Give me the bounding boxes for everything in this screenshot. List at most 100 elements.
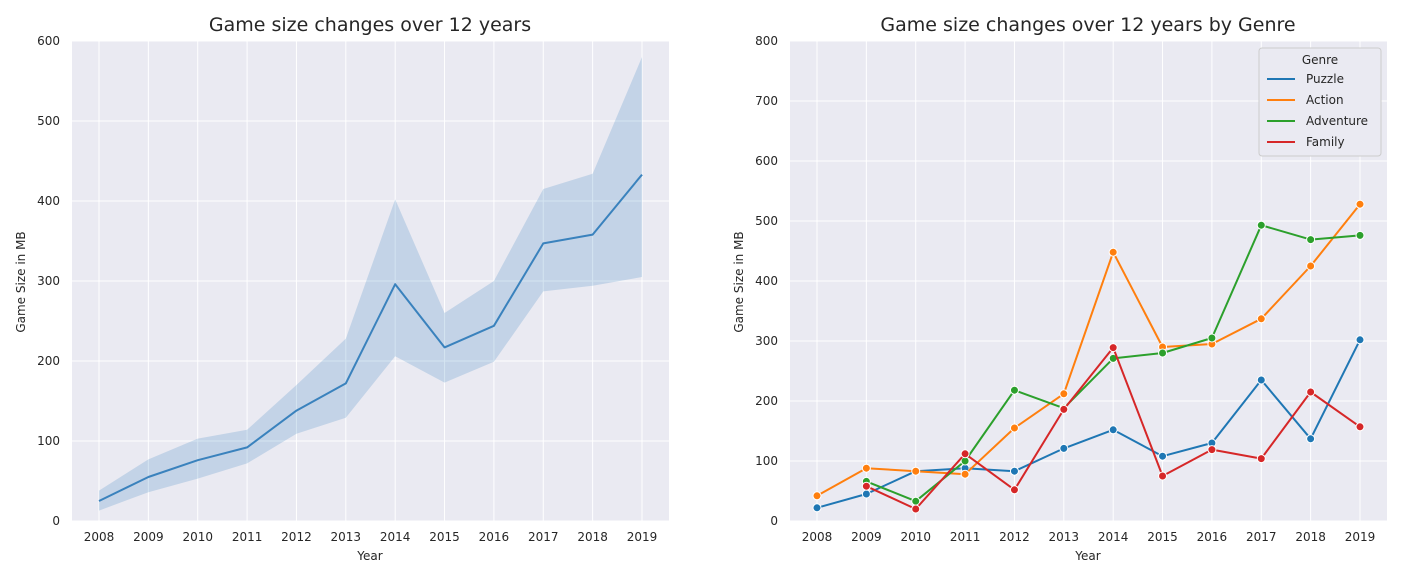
x-tick-label: 2013 xyxy=(1049,530,1080,544)
y-tick-label: 500 xyxy=(37,114,60,128)
marks-left xyxy=(98,57,643,511)
data-point-family xyxy=(911,504,921,514)
data-point-family xyxy=(1306,387,1316,397)
x-tick-label: 2015 xyxy=(429,530,460,544)
data-point-action xyxy=(1306,261,1316,271)
data-point-puzzle xyxy=(861,489,871,499)
legend-label-puzzle: Puzzle xyxy=(1306,72,1344,86)
legend-title: Genre xyxy=(1302,53,1338,67)
data-point-action xyxy=(861,463,871,473)
data-point-adventure xyxy=(1306,235,1316,245)
data-point-family xyxy=(1207,445,1217,455)
data-point-puzzle xyxy=(1306,434,1316,444)
y-axis-label-left: Game Size in MB xyxy=(14,231,28,332)
y-tick-label: 100 xyxy=(37,434,60,448)
data-point-action xyxy=(960,469,970,479)
x-axis-label-right: Year xyxy=(1074,549,1100,563)
x-tick-label: 2011 xyxy=(232,530,263,544)
data-point-family xyxy=(1158,471,1168,481)
data-point-adventure xyxy=(911,496,921,506)
y-grid-right xyxy=(790,40,1387,522)
legend-label-adventure: Adventure xyxy=(1306,114,1368,128)
y-ticks-left: 0 100 200 300 400 500 600 xyxy=(37,34,60,528)
data-point-adventure xyxy=(1207,333,1217,343)
data-point-puzzle xyxy=(1256,375,1266,385)
series-line-puzzle xyxy=(816,339,1361,509)
data-point-adventure xyxy=(1158,348,1168,358)
data-point-action xyxy=(1256,314,1266,324)
y-grid-left xyxy=(72,40,669,522)
y-tick-label: 200 xyxy=(37,354,60,368)
chart-right: 2008 2009 2010 2011 2012 2013 2014 2015 2016 2017… xyxy=(732,14,1387,563)
legend-label-action: Action xyxy=(1306,93,1344,107)
y-axis-label-right: Game Size in MB xyxy=(732,231,746,332)
data-point-action xyxy=(1009,423,1019,433)
x-tick-label: 2018 xyxy=(1295,530,1326,544)
series-line-action xyxy=(816,203,1361,497)
x-tick-label: 2016 xyxy=(1197,530,1228,544)
data-point-action xyxy=(812,491,822,501)
x-ticks-right: 2008 2009 2010 2011 2012 2013 2014 2015 2016 2017… xyxy=(802,530,1376,544)
data-point-family xyxy=(1009,485,1019,495)
y-tick-label: 600 xyxy=(37,34,60,48)
x-tick-label: 2014 xyxy=(380,530,411,544)
y-tick-label: 400 xyxy=(755,274,778,288)
x-tick-label: 2013 xyxy=(331,530,362,544)
data-point-puzzle xyxy=(1355,335,1365,345)
data-point-family xyxy=(1108,343,1118,353)
data-point-adventure xyxy=(1009,385,1019,395)
data-point-family xyxy=(861,481,871,491)
data-point-puzzle xyxy=(812,503,822,513)
y-tick-label: 0 xyxy=(770,514,778,528)
data-point-action xyxy=(1059,389,1069,399)
y-tick-label: 300 xyxy=(755,334,778,348)
data-point-puzzle xyxy=(1009,466,1019,476)
data-point-puzzle xyxy=(1059,443,1069,453)
x-tick-label: 2016 xyxy=(479,530,510,544)
data-point-family xyxy=(960,449,970,459)
chart-left: 2008 2009 2010 2011 2012 2013 2014 2015 2016 2017… xyxy=(14,14,669,563)
x-tick-label: 2008 xyxy=(802,530,833,544)
x-ticks-left: 2008 2009 2010 2011 2012 2013 2014 2015 2016 2017… xyxy=(84,530,658,544)
y-tick-label: 600 xyxy=(755,154,778,168)
x-tick-label: 2014 xyxy=(1098,530,1129,544)
data-point-adventure xyxy=(1355,230,1365,240)
series-line xyxy=(98,173,643,502)
x-axis-label-left: Year xyxy=(356,549,382,563)
x-tick-label: 2011 xyxy=(950,530,981,544)
data-point-action xyxy=(1355,199,1365,209)
data-point-action xyxy=(911,466,921,476)
data-point-puzzle xyxy=(1158,451,1168,461)
legend: Genre Puzzle Action Adventure Family xyxy=(1258,47,1382,157)
x-tick-label: 2018 xyxy=(577,530,608,544)
chart-title-left: Game size changes over 12 years xyxy=(209,14,531,36)
data-point-puzzle xyxy=(1108,425,1118,435)
x-tick-label: 2008 xyxy=(84,530,115,544)
x-tick-label: 2017 xyxy=(528,530,559,544)
data-point-adventure xyxy=(1256,220,1266,230)
legend-box xyxy=(1258,47,1382,157)
legend-items: Puzzle Action Adventure Family xyxy=(1267,72,1368,149)
y-ticks-right: 0 100 200 300 400 500 600 700 800 xyxy=(755,34,778,528)
x-tick-label: 2010 xyxy=(900,530,931,544)
y-tick-label: 800 xyxy=(755,34,778,48)
x-tick-label: 2019 xyxy=(627,530,658,544)
data-point-action xyxy=(1108,247,1118,257)
x-tick-label: 2015 xyxy=(1147,530,1178,544)
y-tick-label: 400 xyxy=(37,194,60,208)
x-tick-label: 2012 xyxy=(281,530,312,544)
y-tick-label: 0 xyxy=(52,514,60,528)
x-tick-label: 2012 xyxy=(999,530,1030,544)
confidence-band xyxy=(99,57,642,511)
data-point-family xyxy=(1355,422,1365,432)
y-tick-label: 700 xyxy=(755,94,778,108)
data-point-family xyxy=(1256,454,1266,464)
data-point-family xyxy=(1059,404,1069,414)
y-tick-label: 100 xyxy=(755,454,778,468)
x-tick-label: 2019 xyxy=(1345,530,1376,544)
chart-title-right: Game size changes over 12 years by Genre xyxy=(880,14,1295,36)
x-tick-label: 2009 xyxy=(133,530,164,544)
y-tick-label: 200 xyxy=(755,394,778,408)
marks-right xyxy=(812,199,1365,514)
